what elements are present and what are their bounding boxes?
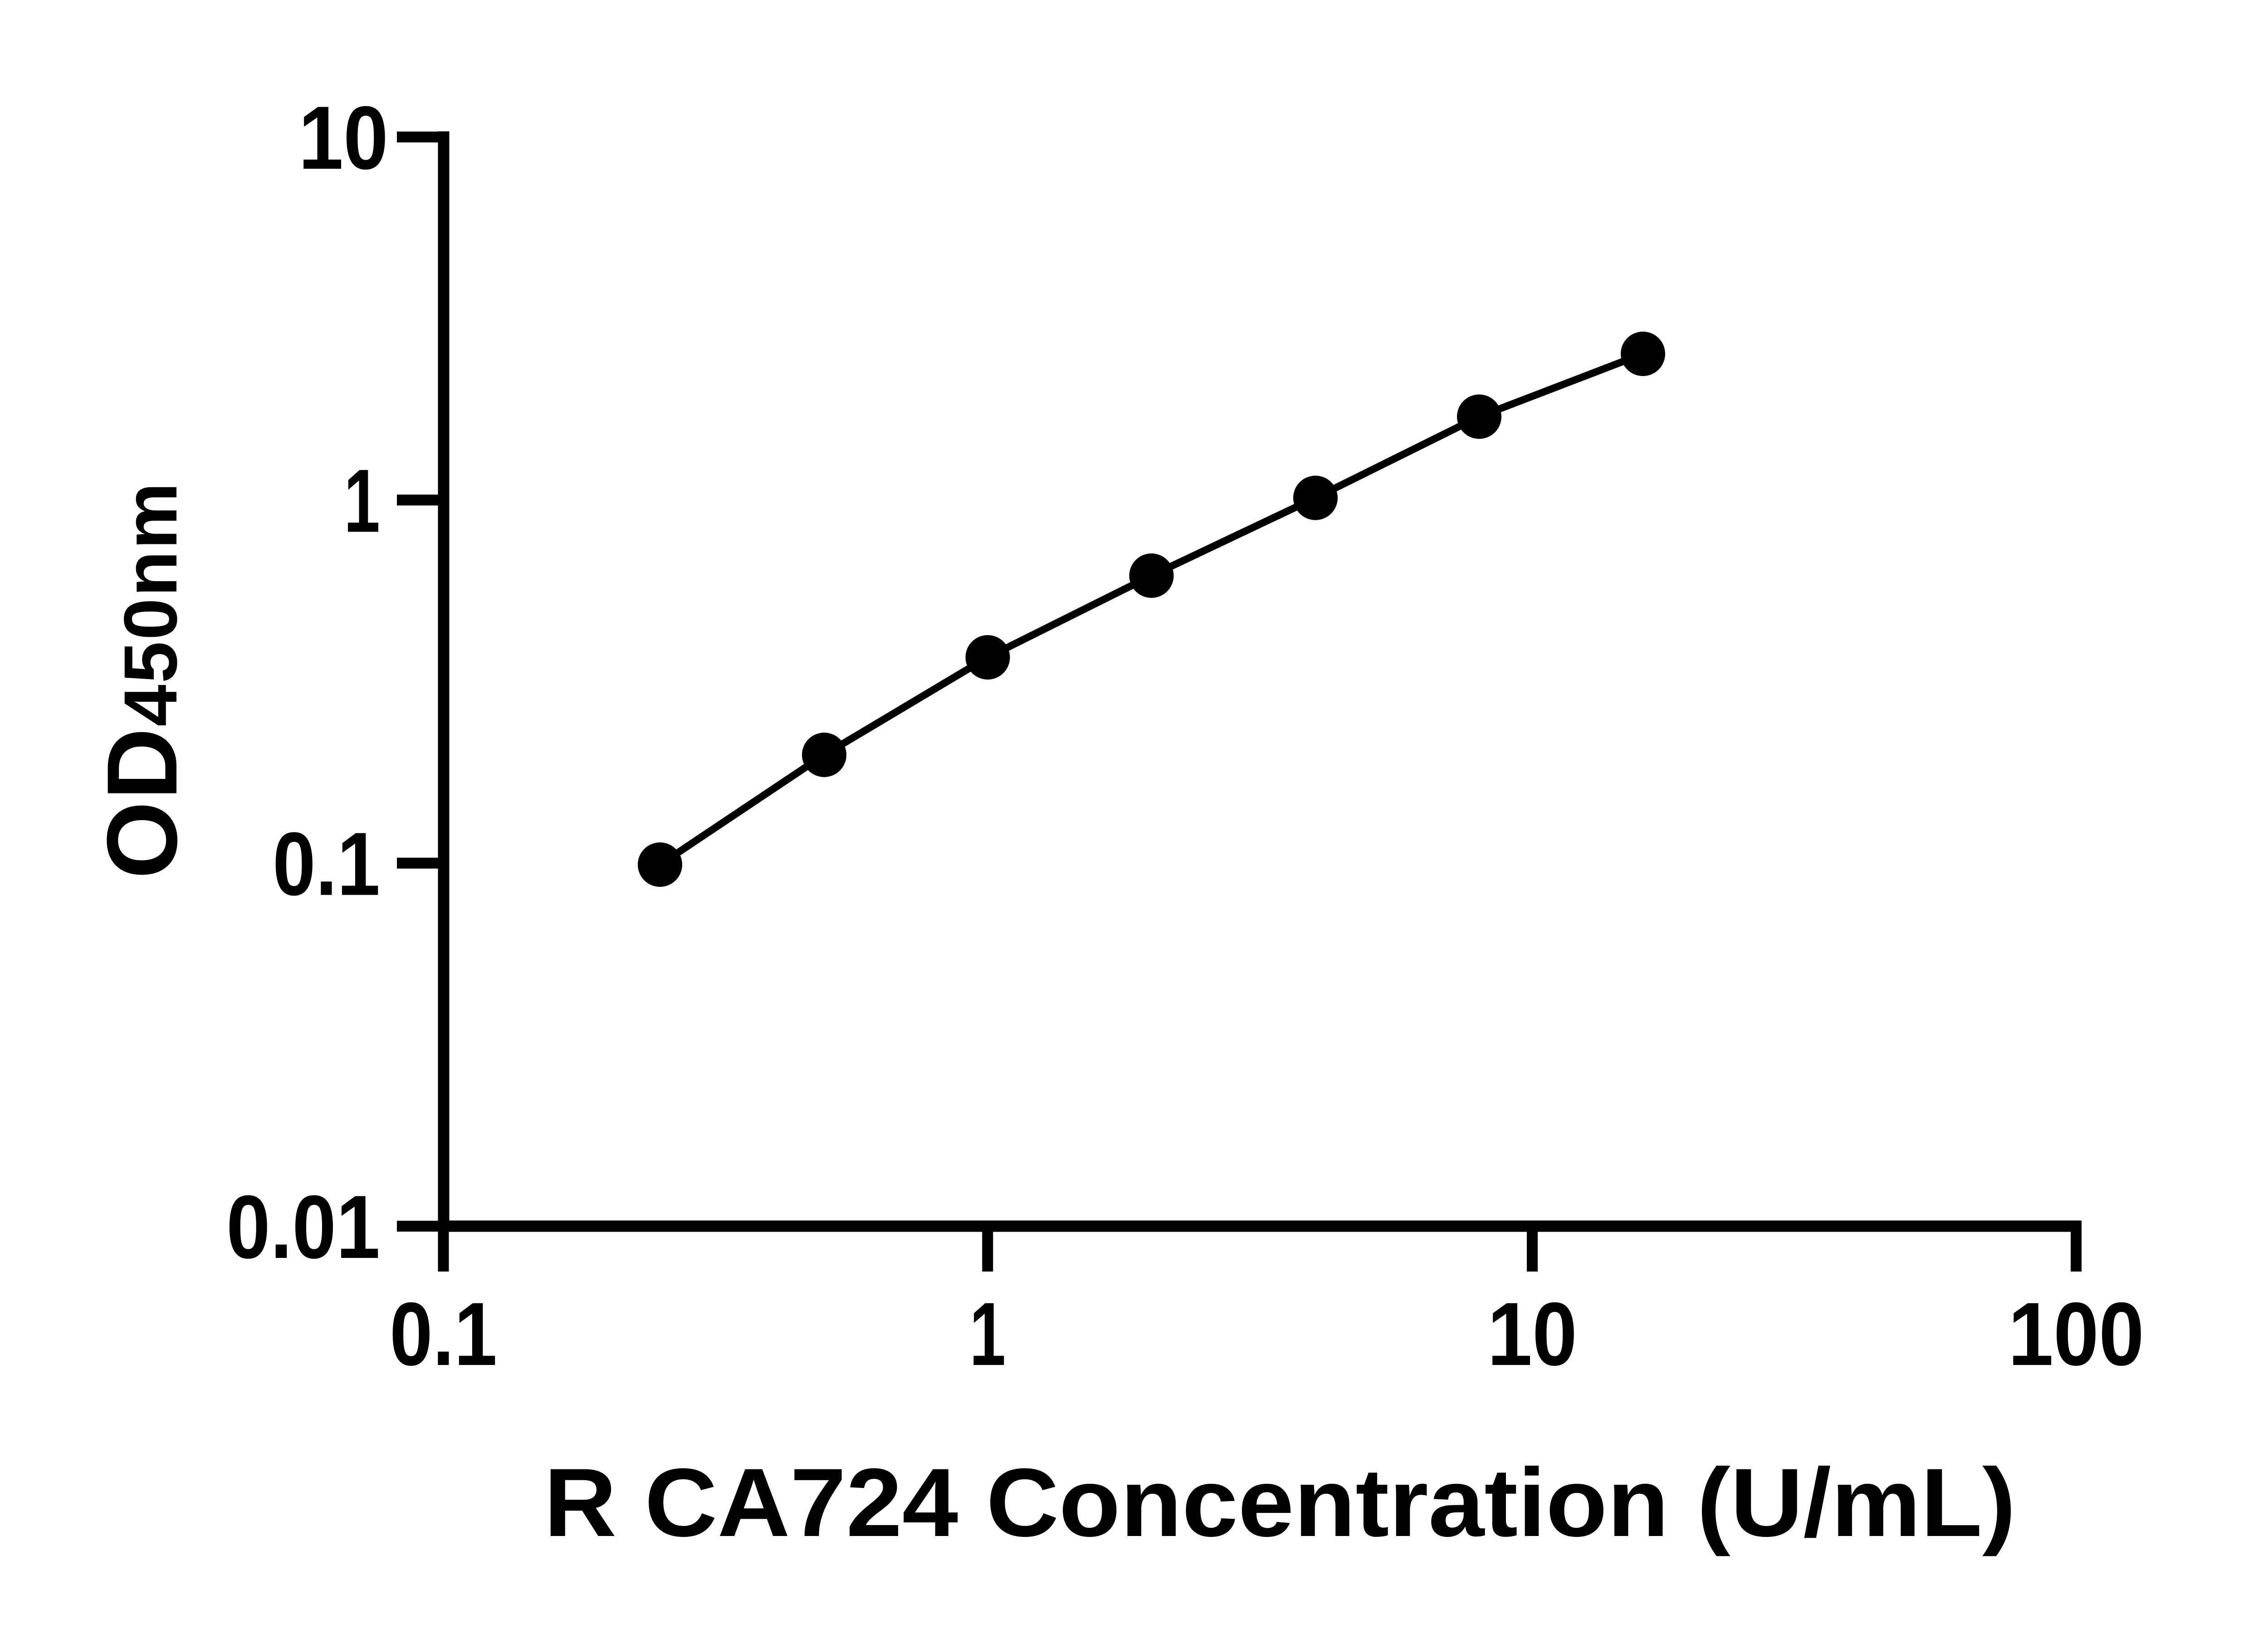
svg-text:1: 1 xyxy=(344,450,380,551)
svg-text:10: 10 xyxy=(1487,1284,1577,1384)
svg-text:R CA724 Concentration (U/mL): R CA724 Concentration (U/mL) xyxy=(544,1448,2016,1557)
svg-text:0.01: 0.01 xyxy=(226,1177,380,1277)
svg-text:0.1: 0.1 xyxy=(390,1284,497,1384)
svg-text:10: 10 xyxy=(298,88,388,188)
svg-text:100: 100 xyxy=(2008,1284,2144,1384)
svg-text:0.1: 0.1 xyxy=(273,814,380,914)
svg-text:1: 1 xyxy=(969,1284,1006,1384)
